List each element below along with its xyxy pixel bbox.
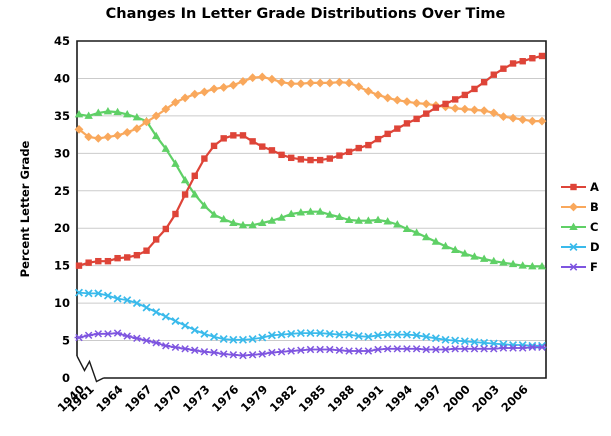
x-tick-label: 2006 <box>498 382 531 415</box>
x-axis-break-mark <box>76 355 104 383</box>
y-tick-label: 20 <box>54 221 70 235</box>
y-tick-label: 35 <box>54 109 70 123</box>
y-tick-labels: 0 5 10 15 20 25 30 35 40 45 <box>54 34 70 385</box>
legend-item-C: C <box>561 220 598 234</box>
series-line-C <box>78 110 542 268</box>
x-tick-label: 1967 <box>122 382 155 415</box>
x-tick-label: 1991 <box>354 382 387 415</box>
legend-item-A: A <box>561 180 599 194</box>
y-tick-label: 15 <box>54 259 70 273</box>
x-tick-label: 1970 <box>151 382 184 415</box>
series-A <box>75 52 546 269</box>
y-tick-label: 25 <box>54 184 70 198</box>
y-tick-label: 10 <box>54 296 70 310</box>
x-tick-label: 2000 <box>440 382 473 415</box>
x-tick-label: 1994 <box>383 382 416 415</box>
y-tick-label: 0 <box>62 371 70 385</box>
y-tick-label: 30 <box>54 146 70 160</box>
y-axis-title: Percent Letter Grade <box>18 140 32 278</box>
x-tick-label: 1964 <box>93 382 126 415</box>
legend-item-D: D <box>561 240 600 254</box>
legend-label: B <box>590 200 599 214</box>
x-tick-label: 1979 <box>238 382 271 415</box>
legend-item-B: B <box>561 200 599 214</box>
x-tick-label: 1997 <box>411 382 444 415</box>
y-tick-label: 45 <box>54 34 70 48</box>
series-C <box>74 106 547 270</box>
x-tick-label: 1982 <box>267 382 300 415</box>
y-tick-label: 40 <box>54 71 70 85</box>
series-F <box>74 329 547 360</box>
legend-label: C <box>590 220 598 234</box>
series-B <box>74 72 547 143</box>
x-tick-label: 2003 <box>469 382 502 415</box>
x-tick-label: 1976 <box>209 382 242 415</box>
legend-item-F: F <box>561 260 598 274</box>
x-tick-label: 1985 <box>296 382 329 415</box>
y-tick-label: 5 <box>62 334 70 348</box>
legend-label: F <box>590 260 598 274</box>
x-tick-labels: 1940196119641967197019731976197919821985… <box>55 382 531 415</box>
legend-label: A <box>590 180 599 194</box>
legend-label: D <box>590 240 600 254</box>
series-D <box>74 288 547 350</box>
chart-title: Changes In Letter Grade Distributions Ov… <box>105 6 506 22</box>
x-tick-label: 1973 <box>180 382 213 415</box>
x-tick-label: 1988 <box>325 382 358 415</box>
plot-frame <box>76 40 547 383</box>
